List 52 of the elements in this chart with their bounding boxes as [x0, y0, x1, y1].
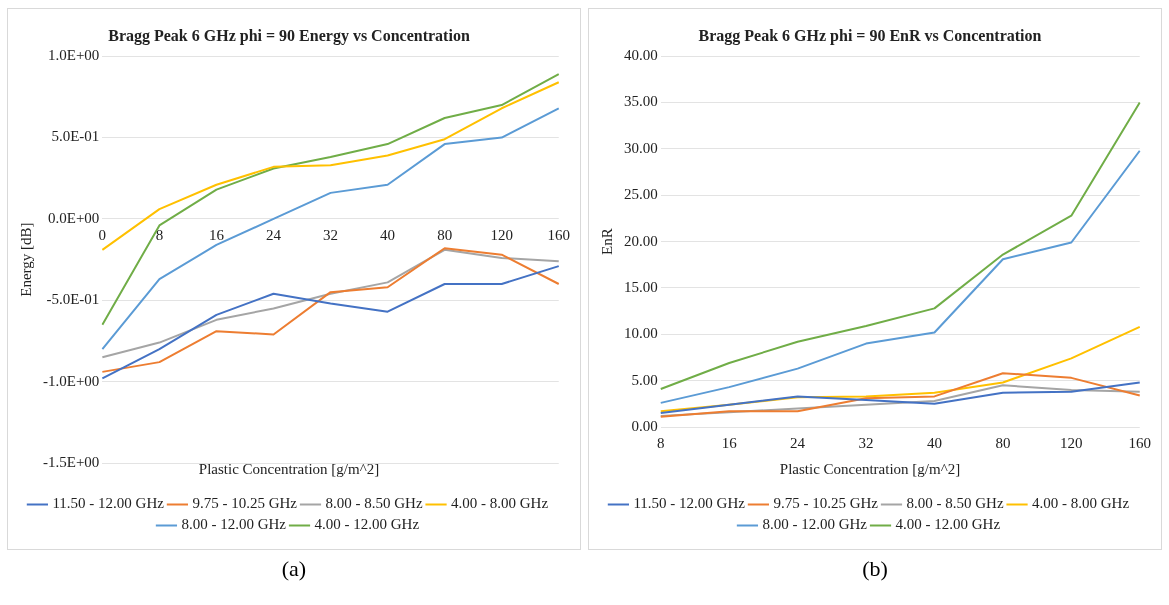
- legend-label: 8.00 - 12.00 GHz: [181, 516, 287, 533]
- legend-label: 11.50 - 12.00 GHz: [52, 495, 165, 512]
- x-tick-label: 120: [1060, 434, 1083, 451]
- x-tick-label: 80: [437, 226, 453, 243]
- legend-label: 8.00 - 12.00 GHz: [762, 516, 868, 533]
- x-tick-label: 24: [790, 434, 806, 451]
- y-tick-label: 40.00: [624, 47, 658, 64]
- y-tick-label: -5.0E-01: [46, 291, 100, 308]
- chart-title: Bragg Peak 6 GHz phi = 90 EnR vs Concentration: [698, 26, 1042, 45]
- y-tick-label: 5.00: [631, 371, 658, 388]
- y-tick-label: -1.5E+00: [42, 453, 100, 470]
- text: (b): [862, 556, 888, 582]
- x-tick-label: 32: [858, 434, 874, 451]
- y-tick-label: 10.00: [624, 325, 658, 342]
- x-tick-label: 32: [323, 226, 339, 243]
- x-tick-label: 40: [926, 434, 942, 451]
- x-tick-label: 0: [98, 226, 107, 243]
- x-tick-label: 16: [208, 226, 225, 243]
- x-axis-title: Plastic Concentration [g/m^2]: [198, 461, 380, 478]
- legend-label: 4.00 - 12.00 GHz: [314, 516, 420, 533]
- y-tick-label: -1.0E+00: [42, 372, 100, 389]
- x-axis-title: Plastic Concentration [g/m^2]: [779, 461, 961, 478]
- x-tick-label: 160: [547, 226, 570, 243]
- x-tick-label: 40: [380, 226, 396, 243]
- y-tick-label: 1.0E+00: [47, 47, 100, 64]
- x-tick-label: 80: [995, 434, 1011, 451]
- x-tick-label: 24: [266, 226, 282, 243]
- y-axis-title: Energy [dB]: [17, 222, 34, 297]
- y-tick-label: 30.00: [624, 139, 658, 156]
- legend-label: 8.00 - 8.50 GHz: [325, 495, 423, 512]
- legend-label: 4.00 - 12.00 GHz: [895, 516, 1001, 533]
- chart-title: Bragg Peak 6 GHz phi = 90 Energy vs Concentration: [108, 26, 470, 45]
- legend-label: 4.00 - 8.00 GHz: [451, 495, 549, 512]
- y-axis-title: EnR: [598, 228, 615, 255]
- legend-label: 8.00 - 8.50 GHz: [906, 495, 1004, 512]
- y-tick-label: 5.0E-01: [51, 128, 100, 145]
- x-tick-label: 120: [490, 226, 513, 243]
- legend-label: 11.50 - 12.00 GHz: [633, 495, 746, 512]
- legend-label: 9.75 - 10.25 GHz: [773, 495, 879, 512]
- x-tick-label: 160: [1128, 434, 1151, 451]
- y-tick-label: 0.0E+00: [47, 209, 100, 226]
- y-tick-label: 0.00: [631, 417, 658, 434]
- y-tick-label: 25.00: [624, 186, 658, 203]
- x-tick-label: 8: [657, 434, 665, 451]
- y-tick-label: 15.00: [624, 278, 658, 295]
- x-tick-label: 16: [721, 434, 738, 451]
- legend-label: 9.75 - 10.25 GHz: [192, 495, 298, 512]
- x-tick-label: 8: [155, 226, 164, 243]
- text: (a): [281, 556, 307, 582]
- y-tick-label: 35.00: [624, 93, 658, 110]
- y-tick-label: 20.00: [624, 232, 658, 249]
- legend-label: 4.00 - 8.00 GHz: [1032, 495, 1130, 512]
